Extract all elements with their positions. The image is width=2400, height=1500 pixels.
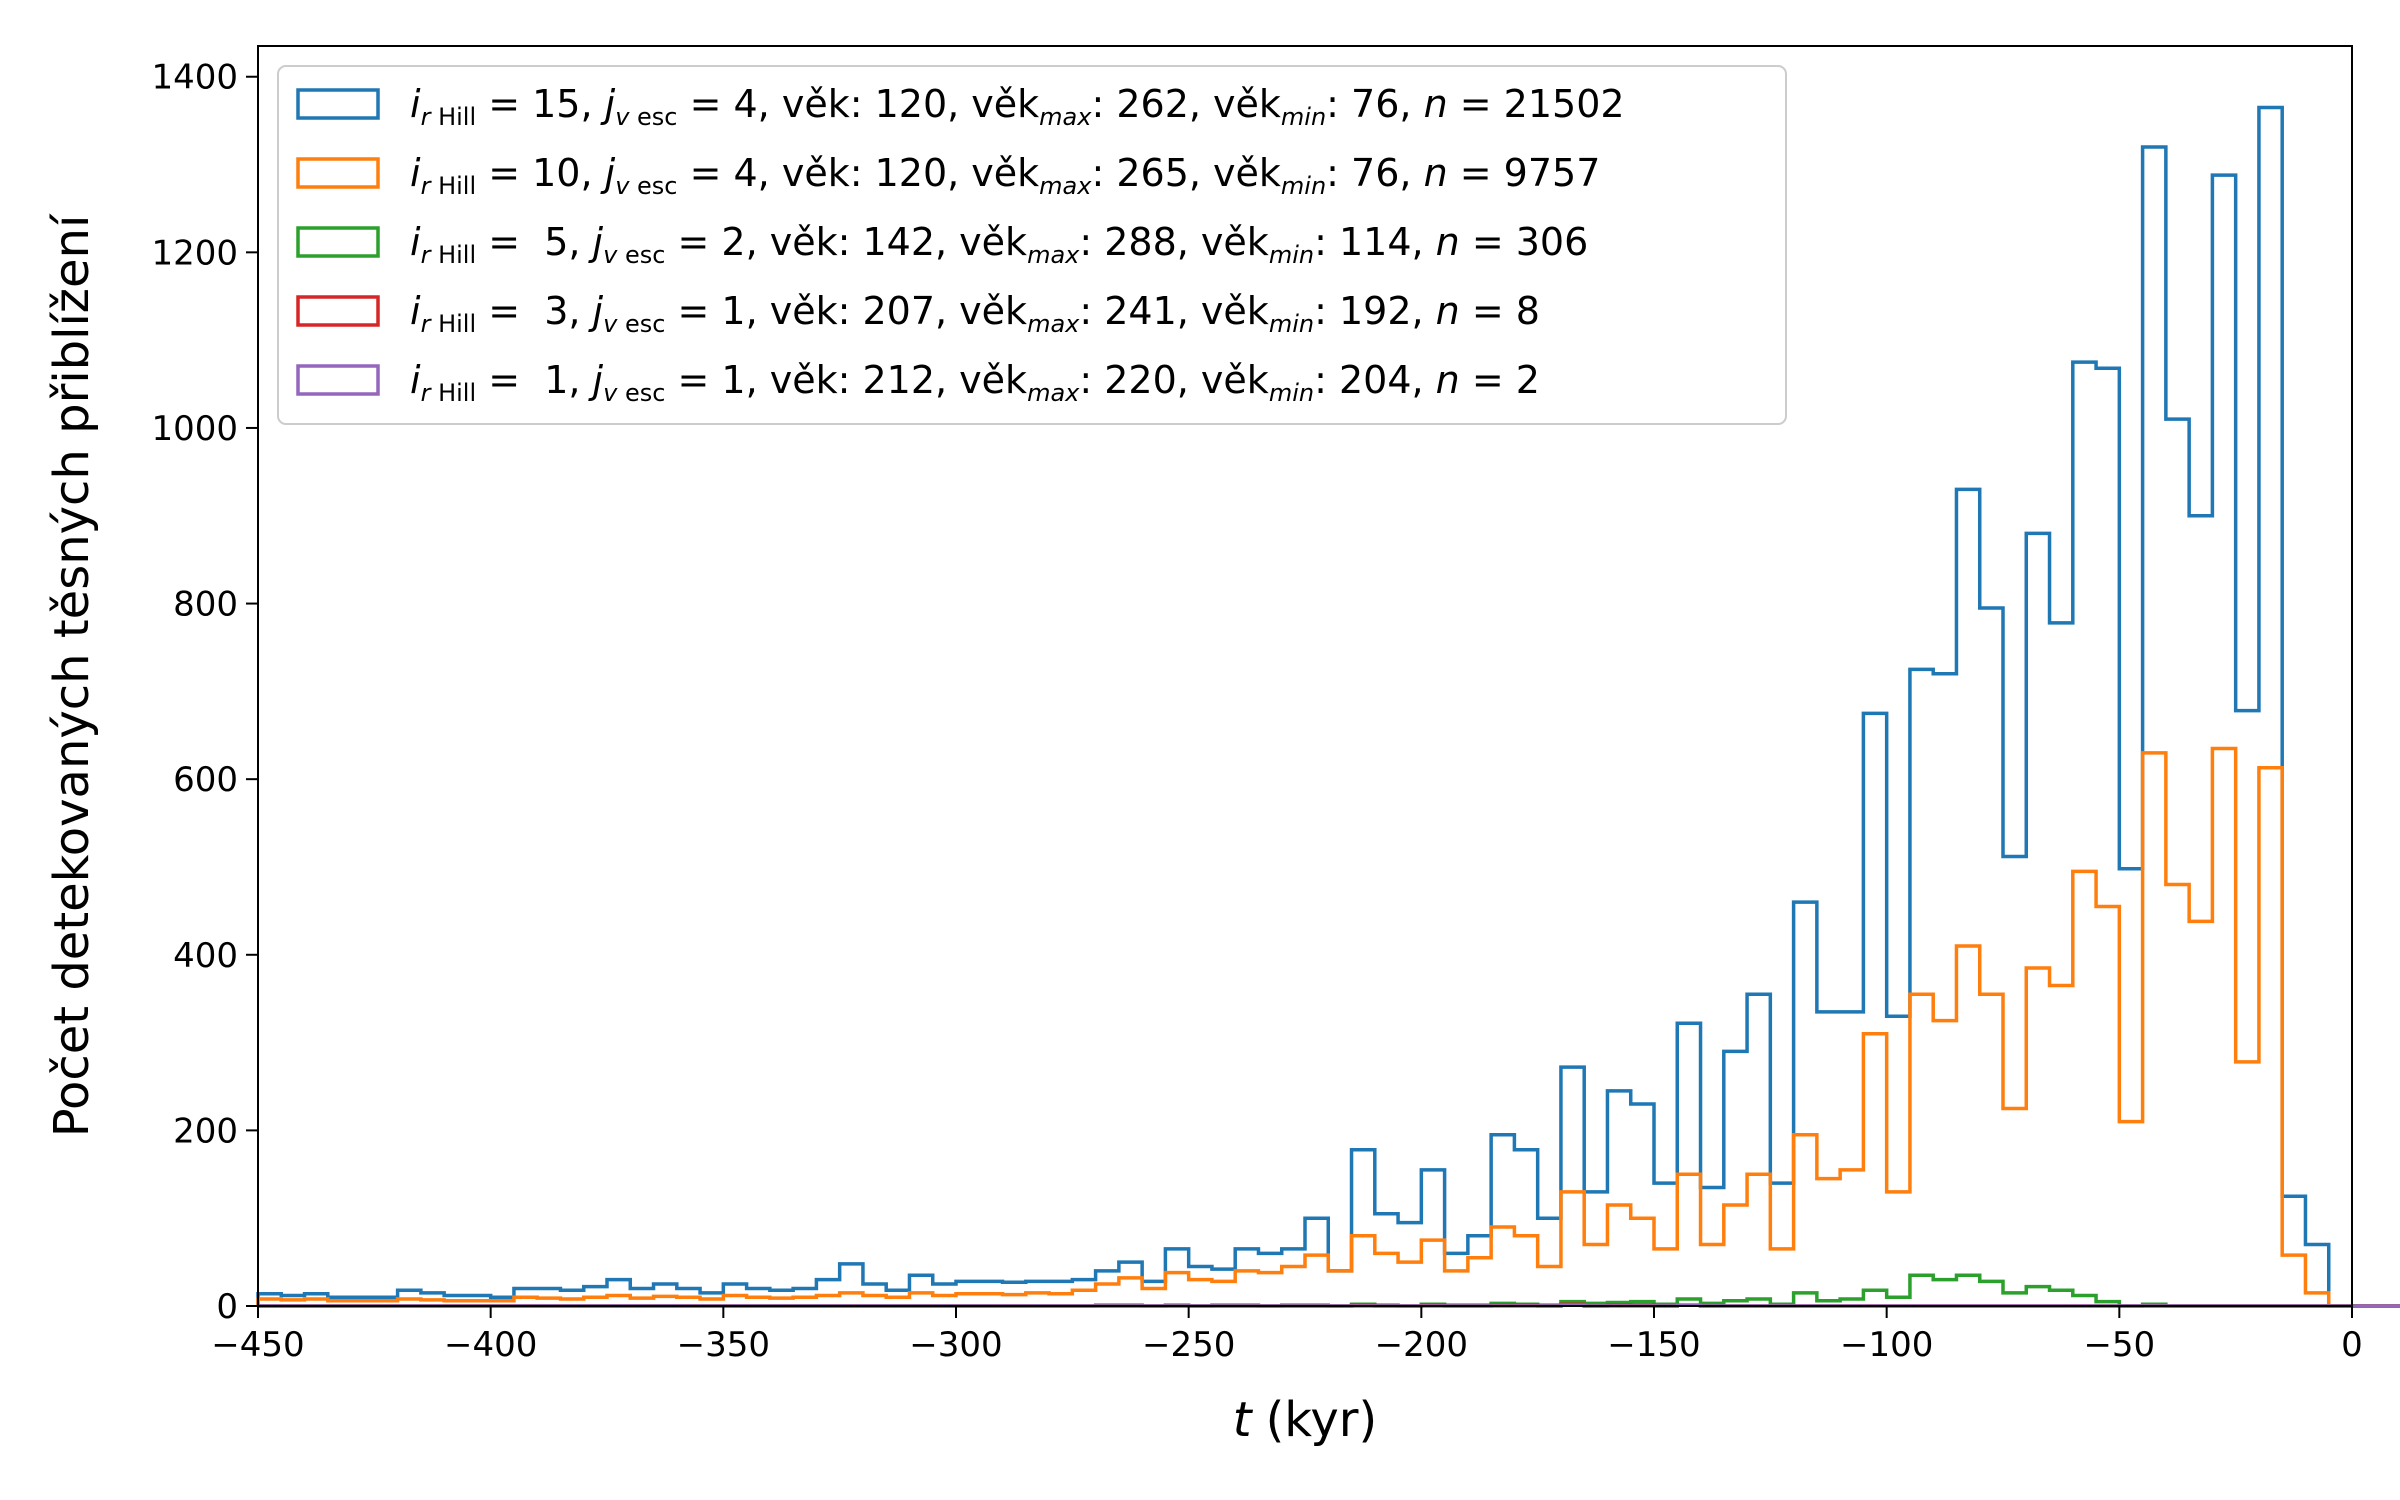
plot-frame <box>257 45 2353 1307</box>
y-tick-label: 1200 <box>151 233 238 273</box>
y-tick-label: 400 <box>173 936 238 976</box>
legend-entry: ir Hill = 10, jv esc = 4, věk: 120, věkm… <box>410 151 1600 200</box>
x-axis-unit: (kyr) <box>1266 1392 1378 1448</box>
legend: ir Hill = 15, jv esc = 4, věk: 120, věkm… <box>277 65 1787 425</box>
y-tick-label: 1400 <box>151 58 238 98</box>
series-2-step-line <box>256 746 2400 1308</box>
y-tick-label: 800 <box>173 585 238 625</box>
x-tick-label: 0 <box>2341 1325 2363 1365</box>
x-tick-label: −250 <box>1142 1325 1235 1365</box>
legend-swatch <box>296 157 380 189</box>
x-tick-label: −450 <box>211 1325 304 1365</box>
legend-entry: ir Hill = 3, jv esc = 1, věk: 207, věkma… <box>410 289 1540 338</box>
x-tick-label: −400 <box>444 1325 537 1365</box>
x-axis-variable: t <box>1233 1392 1254 1448</box>
legend-box <box>277 65 1787 425</box>
legend-swatch <box>296 364 380 396</box>
x-axis-label: t (kyr) <box>1233 1392 1378 1448</box>
ticks-layer: −450 −400 −350 −300 −250 −200 −150 −100 −50 0 0 200… <box>151 58 2362 1365</box>
x-tick-label: −350 <box>677 1325 770 1365</box>
x-tick-label: −150 <box>1607 1325 1700 1365</box>
legend-swatch <box>296 295 380 327</box>
x-tick-label: −100 <box>1840 1325 1933 1365</box>
x-tick-label: −50 <box>2083 1325 2155 1365</box>
legend-entry: ir Hill = 15, jv esc = 4, věk: 120, věkm… <box>410 82 1625 131</box>
x-tick-label: −300 <box>909 1325 1002 1365</box>
series-1-step-line <box>256 105 2400 1308</box>
y-tick-label: 600 <box>173 760 238 800</box>
y-axis-label: Počet detekovaných těsných přiblížení <box>44 213 100 1137</box>
y-tick-label: 0 <box>216 1287 238 1327</box>
x-tick-label: −200 <box>1375 1325 1468 1365</box>
y-tick-label: 200 <box>173 1111 238 1151</box>
legend-entry: ir Hill = 5, jv esc = 2, věk: 142, věkma… <box>410 220 1588 269</box>
legend-swatch <box>296 226 380 258</box>
legend-swatch <box>296 88 380 120</box>
y-tick-label: 1000 <box>151 409 238 449</box>
legend-entry: ir Hill = 1, jv esc = 1, věk: 212, věkma… <box>410 358 1540 407</box>
